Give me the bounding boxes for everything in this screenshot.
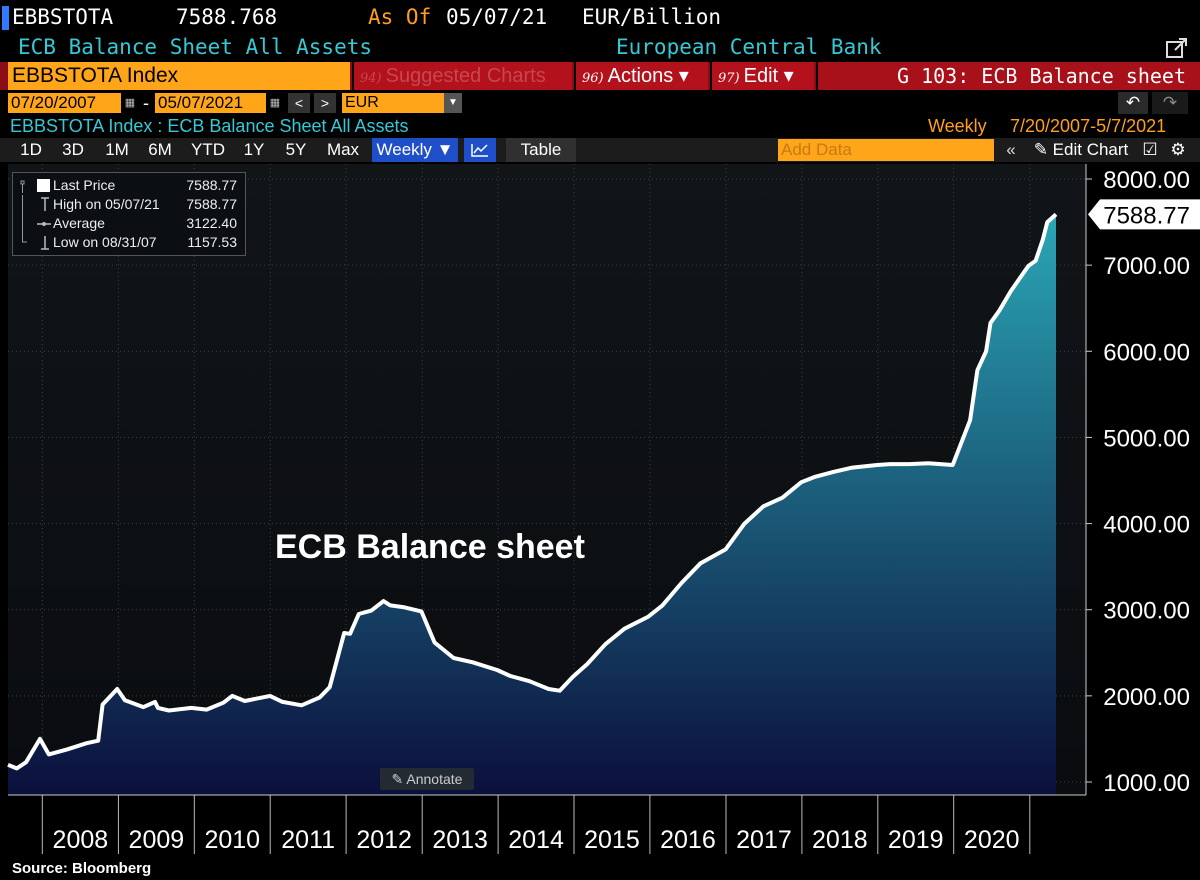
y-tick-label: 5000.00 [1103,425,1190,452]
frequency-label: Weekly [928,116,987,136]
period-ytd-button[interactable]: YTD [191,140,225,159]
next-period-button[interactable]: > [314,93,336,113]
popout-icon[interactable] [1166,38,1188,60]
period-max-button[interactable]: Max [326,140,360,159]
edit-label: Edit ▾ [743,65,794,87]
y-tick-label: 7000.00 [1103,253,1190,280]
period-5y-button[interactable]: 5Y [285,140,307,159]
legend-label: Last Price [53,177,116,193]
legend-label: Low on 08/31/07 [53,234,157,250]
asof-date: 05/07/21 [446,5,548,29]
ticker-marker [2,6,9,30]
x-tick-label: 2008 [53,826,109,854]
legend-label: High on 05/07/21 [53,196,160,212]
legend-value: 7588.77 [186,177,237,193]
legend-value: 7588.77 [186,196,237,212]
period-1m-button[interactable]: 1M [105,140,129,159]
x-tick-label: 2012 [356,826,412,854]
date-range-separator: - [143,93,149,113]
edit-chart-button[interactable]: ✎ Edit Chart [1033,140,1129,159]
x-tick-label: 2018 [812,826,868,854]
chart-title: ECB Balance sheet [275,528,585,566]
suggested-charts-number: 94) [360,71,382,86]
line-chart-icon[interactable] [464,138,496,162]
x-tick-label: 2014 [508,826,564,854]
pencil-icon: ✎ [391,771,407,787]
actions-label: Actions ▾ [607,65,689,87]
legend: Last Price 7588.77 High on 05/07/21 7588… [12,172,246,256]
x-tick-label: 2015 [584,826,640,854]
calendar-icon[interactable]: ▦ [124,97,136,109]
undo-button[interactable]: ↶ [1118,92,1148,114]
security-input[interactable]: EBBSTOTA Index [8,62,350,90]
edit-number: 97) [718,71,740,86]
edit-menu-button[interactable]: 97) Edit ▾ [710,62,814,90]
balance-sheet-line [7,212,1058,771]
expand-edit-icon[interactable]: ☑ [1142,140,1158,159]
y-tick-label: 1000.00 [1103,770,1190,797]
balance-sheet-area [8,214,1056,795]
x-tick-label: 2019 [888,826,944,854]
chart-description: EBBSTOTA Index : ECB Balance Sheet All A… [10,116,409,136]
dropdown-arrow-icon[interactable]: ▼ [444,93,462,113]
period-1d-button[interactable]: 1D [20,140,42,159]
last-value: 7588.768 [176,5,278,29]
end-date-field[interactable]: 05/07/2021 [155,93,266,113]
legend-square-icon [20,179,50,193]
legend-value: 1157.53 [187,234,237,250]
previous-period-button[interactable]: < [288,93,310,113]
y-tick-label: 3000.00 [1103,598,1190,625]
period-6m-button[interactable]: 6M [148,140,172,159]
y-tick-label: 4000.00 [1103,512,1190,539]
y-tick-label: 6000.00 [1103,339,1190,366]
average-marker-icon [22,214,51,233]
low-marker-icon [22,233,49,250]
actions-number: 96) [582,71,604,86]
units-label: EUR/Billion [582,5,722,29]
annotate-label: Annotate [406,771,463,787]
last-value-tag [1088,199,1200,230]
table-button[interactable]: Table [506,138,576,162]
suggested-charts-label: Suggested Charts [385,65,546,87]
asof-label: As Of [368,5,432,29]
y-tick-label: 8000.00 [1103,167,1190,194]
annotate-button[interactable]: ✎ Annotate [380,768,474,790]
high-marker-icon [22,195,49,214]
actions-menu-button[interactable]: 96) Actions ▾ [574,62,708,90]
x-tick-label: 2010 [204,826,260,854]
period-3d-button[interactable]: 3D [62,140,84,159]
source-name: European Central Bank [616,35,882,59]
chart-toolbar [0,138,1200,162]
x-tick-label: 2009 [129,826,185,854]
legend-average: Average 3122.40 [19,214,241,233]
collapse-icon[interactable]: « [1006,140,1016,159]
x-tick-label: 2017 [736,826,792,854]
security-description: ECB Balance Sheet All Assets [18,35,373,59]
chart-plot: 1000.00 2000.00 3000.00 4000.00 5000.00 6000.… [7,164,1200,854]
x-tick-label: 2011 [281,826,335,854]
last-value-label: 7588.77 [1103,202,1190,229]
calendar-icon[interactable]: ▦ [269,97,281,109]
frequency-dropdown[interactable]: Weekly ▼ [372,138,458,162]
legend-low: Low on 08/31/07 1157.53 [19,233,241,252]
x-tick-label: 2020 [964,826,1020,854]
redo-button[interactable]: ↷ [1152,92,1188,114]
start-date-field[interactable]: 07/20/2007 [8,93,121,113]
legend-value: 3122.40 [186,215,237,231]
date-range-label: 7/20/2007-5/7/2021 [1010,116,1167,136]
legend-label: Average [53,215,105,231]
currency-select[interactable]: EUR [342,93,462,113]
chart-name: G 103: ECB Balance sheet [816,62,1200,90]
legend-high: High on 05/07/21 7588.77 [19,195,241,214]
add-data-input[interactable]: Add Data [778,139,994,161]
x-tick-label: 2016 [660,826,716,854]
suggested-charts-button[interactable]: 94) Suggested Charts [352,62,572,90]
source-footnote: Source: Bloomberg [12,860,152,877]
x-tick-label: 2013 [432,826,488,854]
ticker-symbol: EBBSTOTA [12,5,114,29]
legend-last-price: Last Price 7588.77 [19,176,241,195]
gear-icon[interactable]: ⚙ [1170,140,1186,159]
period-1y-button[interactable]: 1Y [243,140,265,159]
y-tick-label: 2000.00 [1103,684,1190,711]
